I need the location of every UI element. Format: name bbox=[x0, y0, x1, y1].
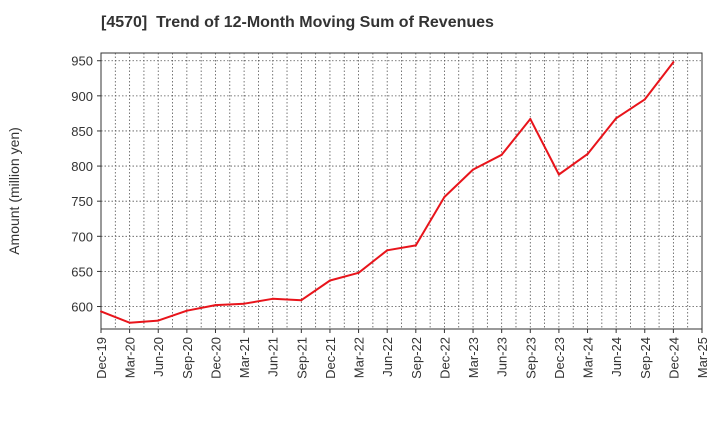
data-point bbox=[328, 279, 331, 282]
y-tick-label: 600 bbox=[71, 300, 93, 315]
data-point bbox=[128, 321, 131, 324]
y-tick-label: 750 bbox=[71, 194, 93, 209]
x-tick-label: Sep-21 bbox=[294, 337, 309, 379]
data-point bbox=[386, 249, 389, 252]
grid bbox=[101, 53, 702, 329]
x-axis-ticks: Dec-19 Mar-20 Jun-20 Sep-20 Dec-20 Mar-21 Jun-… bbox=[94, 329, 710, 379]
x-tick-label: Sep-20 bbox=[180, 337, 195, 379]
data-point bbox=[357, 271, 360, 274]
data-point bbox=[672, 61, 675, 64]
x-tick-label: Dec-23 bbox=[552, 337, 567, 379]
x-tick-label: Mar-24 bbox=[581, 337, 596, 378]
x-tick-label: Jun-23 bbox=[495, 337, 510, 377]
y-tick-label: 650 bbox=[71, 264, 93, 279]
data-point bbox=[300, 299, 303, 302]
data-point bbox=[157, 319, 160, 322]
x-tick-label: Dec-20 bbox=[208, 337, 223, 379]
series-layer bbox=[100, 61, 675, 324]
x-tick-label: Dec-24 bbox=[666, 337, 681, 379]
data-point bbox=[243, 302, 246, 305]
series-line bbox=[100, 61, 675, 324]
data-point bbox=[643, 98, 646, 101]
x-tick-label: Jun-22 bbox=[380, 337, 395, 377]
y-tick-label: 850 bbox=[71, 124, 93, 139]
x-tick-label: Mar-21 bbox=[237, 337, 252, 378]
data-point bbox=[214, 304, 217, 307]
x-tick-label: Dec-21 bbox=[323, 337, 338, 379]
x-tick-label: Jun-24 bbox=[609, 337, 624, 377]
y-tick-label: 900 bbox=[71, 89, 93, 104]
y-tick-label: 800 bbox=[71, 159, 93, 174]
y-axis-ticks: 600 650 700 750 800 850 900 950 bbox=[71, 54, 101, 315]
data-point bbox=[100, 310, 102, 313]
x-tick-label: Dec-22 bbox=[437, 337, 452, 379]
x-tick-label: Sep-22 bbox=[409, 337, 424, 379]
x-tick-label: Dec-19 bbox=[94, 337, 109, 379]
data-point bbox=[443, 195, 446, 198]
x-tick-label: Sep-24 bbox=[638, 337, 653, 379]
chart-title: [4570] Trend of 12-Month Moving Sum of R… bbox=[101, 14, 494, 31]
y-tick-label: 700 bbox=[71, 229, 93, 244]
data-point bbox=[185, 309, 188, 312]
data-point bbox=[271, 297, 274, 300]
data-point bbox=[615, 117, 618, 120]
y-axis-label: Amount (million yen) bbox=[6, 127, 22, 255]
x-tick-label: Mar-22 bbox=[352, 337, 367, 378]
data-point bbox=[472, 168, 475, 171]
plot-area bbox=[100, 52, 703, 330]
y-tick-label: 950 bbox=[71, 54, 93, 69]
x-tick-label: Mar-20 bbox=[123, 337, 138, 378]
x-tick-label: Jun-21 bbox=[266, 337, 281, 377]
data-point bbox=[586, 153, 589, 156]
x-tick-label: Sep-23 bbox=[523, 337, 538, 379]
data-point bbox=[414, 244, 417, 247]
data-point bbox=[529, 118, 532, 121]
x-tick-label: Jun-20 bbox=[151, 337, 166, 377]
data-point bbox=[500, 153, 503, 156]
x-tick-label: Mar-23 bbox=[466, 337, 481, 378]
x-tick-label: Mar-25 bbox=[695, 337, 710, 378]
data-point bbox=[557, 173, 560, 176]
